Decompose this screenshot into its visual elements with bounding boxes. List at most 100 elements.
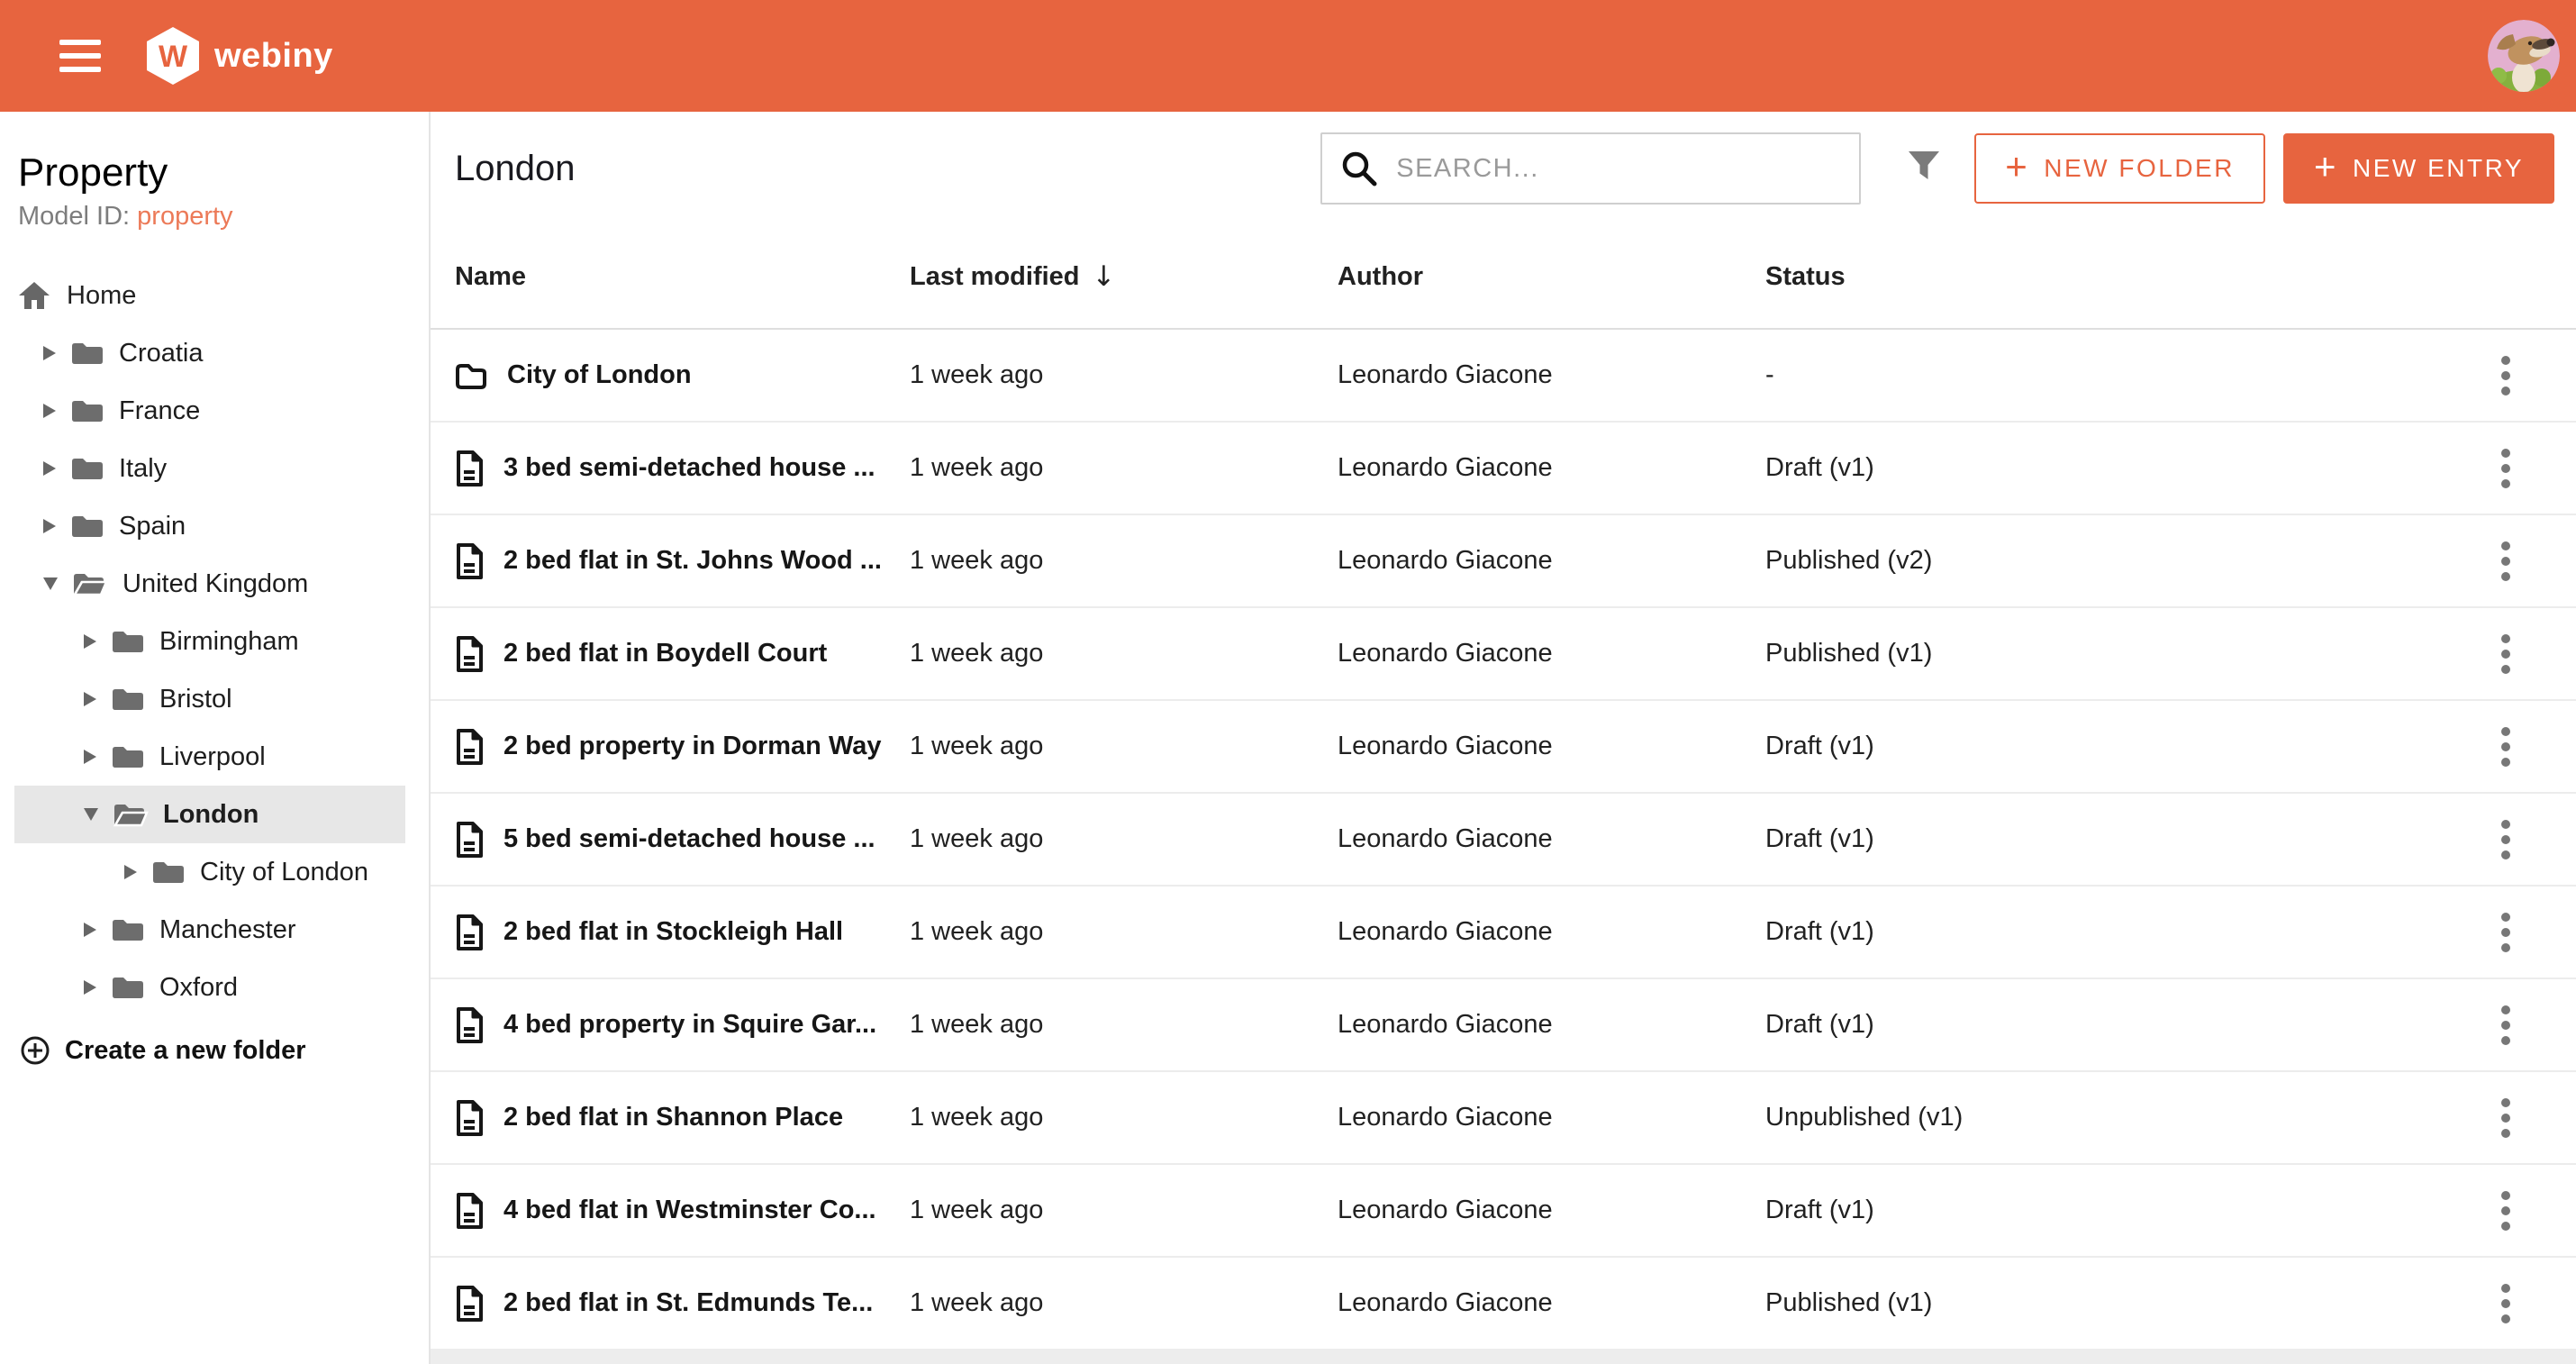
row-menu-button[interactable] [2491,624,2520,684]
row-menu-button[interactable] [2491,532,2520,591]
sidebar-item-home[interactable]: Home [0,267,429,324]
tree-item[interactable]: Croatia [0,324,429,382]
caret-right-icon[interactable] [84,634,96,649]
caret-right-icon[interactable] [84,923,96,937]
caret-right-icon[interactable] [43,461,56,476]
row-status: Published (v1) [1765,1288,1933,1317]
row-modified: 1 week ago [910,1103,1044,1132]
caret-down-icon[interactable] [43,577,58,590]
home-icon [19,282,50,309]
table-row[interactable]: 4 bed property in Squire Gar... 1 week a… [431,979,2576,1072]
caret-right-icon[interactable] [43,519,56,533]
page-title: London [455,148,576,188]
tree-item[interactable]: Spain [0,497,429,555]
row-name: City of London [507,360,692,389]
row-status: Draft (v1) [1765,453,1874,482]
document-icon [455,728,484,765]
new-entry-label: NEW ENTRY [2353,154,2524,182]
tree-item[interactable]: France [0,382,429,440]
row-menu-button[interactable] [2491,439,2520,498]
row-status: Draft (v1) [1765,824,1874,853]
table-body: City of London 1 week ago Leonardo Giaco… [431,330,2576,1350]
row-name: 2 bed flat in St. Johns Wood ... [503,546,882,575]
folder-closed-icon [113,689,143,710]
folder-open-icon [72,574,108,596]
caret-right-icon[interactable] [84,980,96,995]
document-icon [455,542,484,579]
row-status: Draft (v1) [1765,1010,1874,1039]
table-row[interactable]: 3 bed semi-detached house ... 1 week ago… [431,423,2576,515]
document-icon [455,1285,484,1322]
tree-item[interactable]: Liverpool [0,728,429,786]
tree-item-label: Italy [119,453,168,483]
caret-right-icon[interactable] [84,692,96,706]
webiny-logo[interactable]: W webiny [146,26,333,86]
column-header-status[interactable]: Status [1765,261,1846,291]
caret-right-icon[interactable] [124,865,137,879]
table-row[interactable]: 2 bed flat in Shannon Place 1 week ago L… [431,1072,2576,1165]
caret-right-icon[interactable] [84,750,96,764]
tree-item[interactable]: Birmingham [0,613,429,670]
table-row[interactable]: 5 bed semi-detached house ... 1 week ago… [431,794,2576,887]
row-author: Leonardo Giacone [1338,1288,1553,1317]
row-author: Leonardo Giacone [1338,917,1553,946]
user-avatar[interactable] [2488,20,2560,92]
row-modified: 1 week ago [910,824,1044,853]
tree-item[interactable]: Manchester [0,901,429,959]
row-menu-button[interactable] [2491,1274,2520,1333]
tree-item-label: Croatia [119,338,204,368]
caret-right-icon[interactable] [43,404,56,418]
kebab-icon [2501,1097,2510,1138]
table-row[interactable]: 2 bed flat in Stockleigh Hall 1 week ago… [431,887,2576,979]
table-row[interactable]: 2 bed property in Dorman Way 1 week ago … [431,701,2576,794]
row-modified: 1 week ago [910,453,1044,482]
new-entry-button[interactable]: + NEW ENTRY [2282,133,2554,204]
column-header-last-modified[interactable]: Last modified ↓ [910,260,1116,293]
kebab-icon [2501,819,2510,859]
row-menu-button[interactable] [2491,1181,2520,1241]
model-id-value[interactable]: property [137,202,233,231]
kebab-icon [2501,1005,2510,1045]
table-row[interactable]: 2 bed flat in St. Johns Wood ... 1 week … [431,515,2576,608]
table-row[interactable]: City of London 1 week ago Leonardo Giaco… [431,330,2576,423]
plus-icon: + [2313,145,2338,187]
row-menu-button[interactable] [2491,903,2520,962]
tree-item[interactable]: London [0,786,429,843]
tree-item[interactable]: Italy [0,440,429,497]
svg-text:W: W [159,40,188,74]
tree-item[interactable]: Oxford [0,959,429,1016]
table-row[interactable]: 4 bed flat in Westminster Co... 1 week a… [431,1165,2576,1258]
row-menu-button[interactable] [2491,717,2520,777]
caret-down-icon[interactable] [84,808,98,821]
tree-item[interactable]: United Kingdom [0,555,429,613]
table-row[interactable]: 2 bed flat in Boydell Court 1 week ago L… [431,608,2576,701]
table-row[interactable]: 2 bed flat in St. Edmunds Te... 1 week a… [431,1258,2576,1350]
model-id-label: Model ID: [18,202,131,231]
document-icon [455,450,484,486]
row-menu-button[interactable] [2491,346,2520,405]
kebab-icon [2501,541,2510,581]
row-name: 2 bed flat in Stockleigh Hall [503,917,844,946]
new-folder-button[interactable]: + NEW FOLDER [1974,133,2265,204]
row-menu-button[interactable] [2491,996,2520,1055]
caret-right-icon[interactable] [43,346,56,360]
table-header: Name Last modified ↓ Author Status [431,225,2576,330]
tree-item[interactable]: Bristol [0,670,429,728]
tree-item[interactable]: City of London [0,843,429,901]
column-header-author[interactable]: Author [1338,261,1424,291]
brand-name: webiny [214,36,333,75]
create-folder-button[interactable]: Create a new folder [0,1022,429,1079]
row-menu-button[interactable] [2491,1088,2520,1148]
filter-button[interactable] [1906,149,1942,188]
row-status: Unpublished (v1) [1765,1103,1964,1132]
hamburger-menu-icon[interactable] [59,40,101,72]
tree-item-label: City of London [200,857,369,887]
search-icon [1343,151,1377,186]
row-menu-button[interactable] [2491,810,2520,869]
search-input[interactable] [1396,153,1842,184]
brand-hexagon-icon: W [147,27,199,85]
document-icon [455,914,484,950]
funnel-icon [1909,151,1940,179]
row-modified: 1 week ago [910,917,1044,946]
column-header-name[interactable]: Name [455,261,526,291]
